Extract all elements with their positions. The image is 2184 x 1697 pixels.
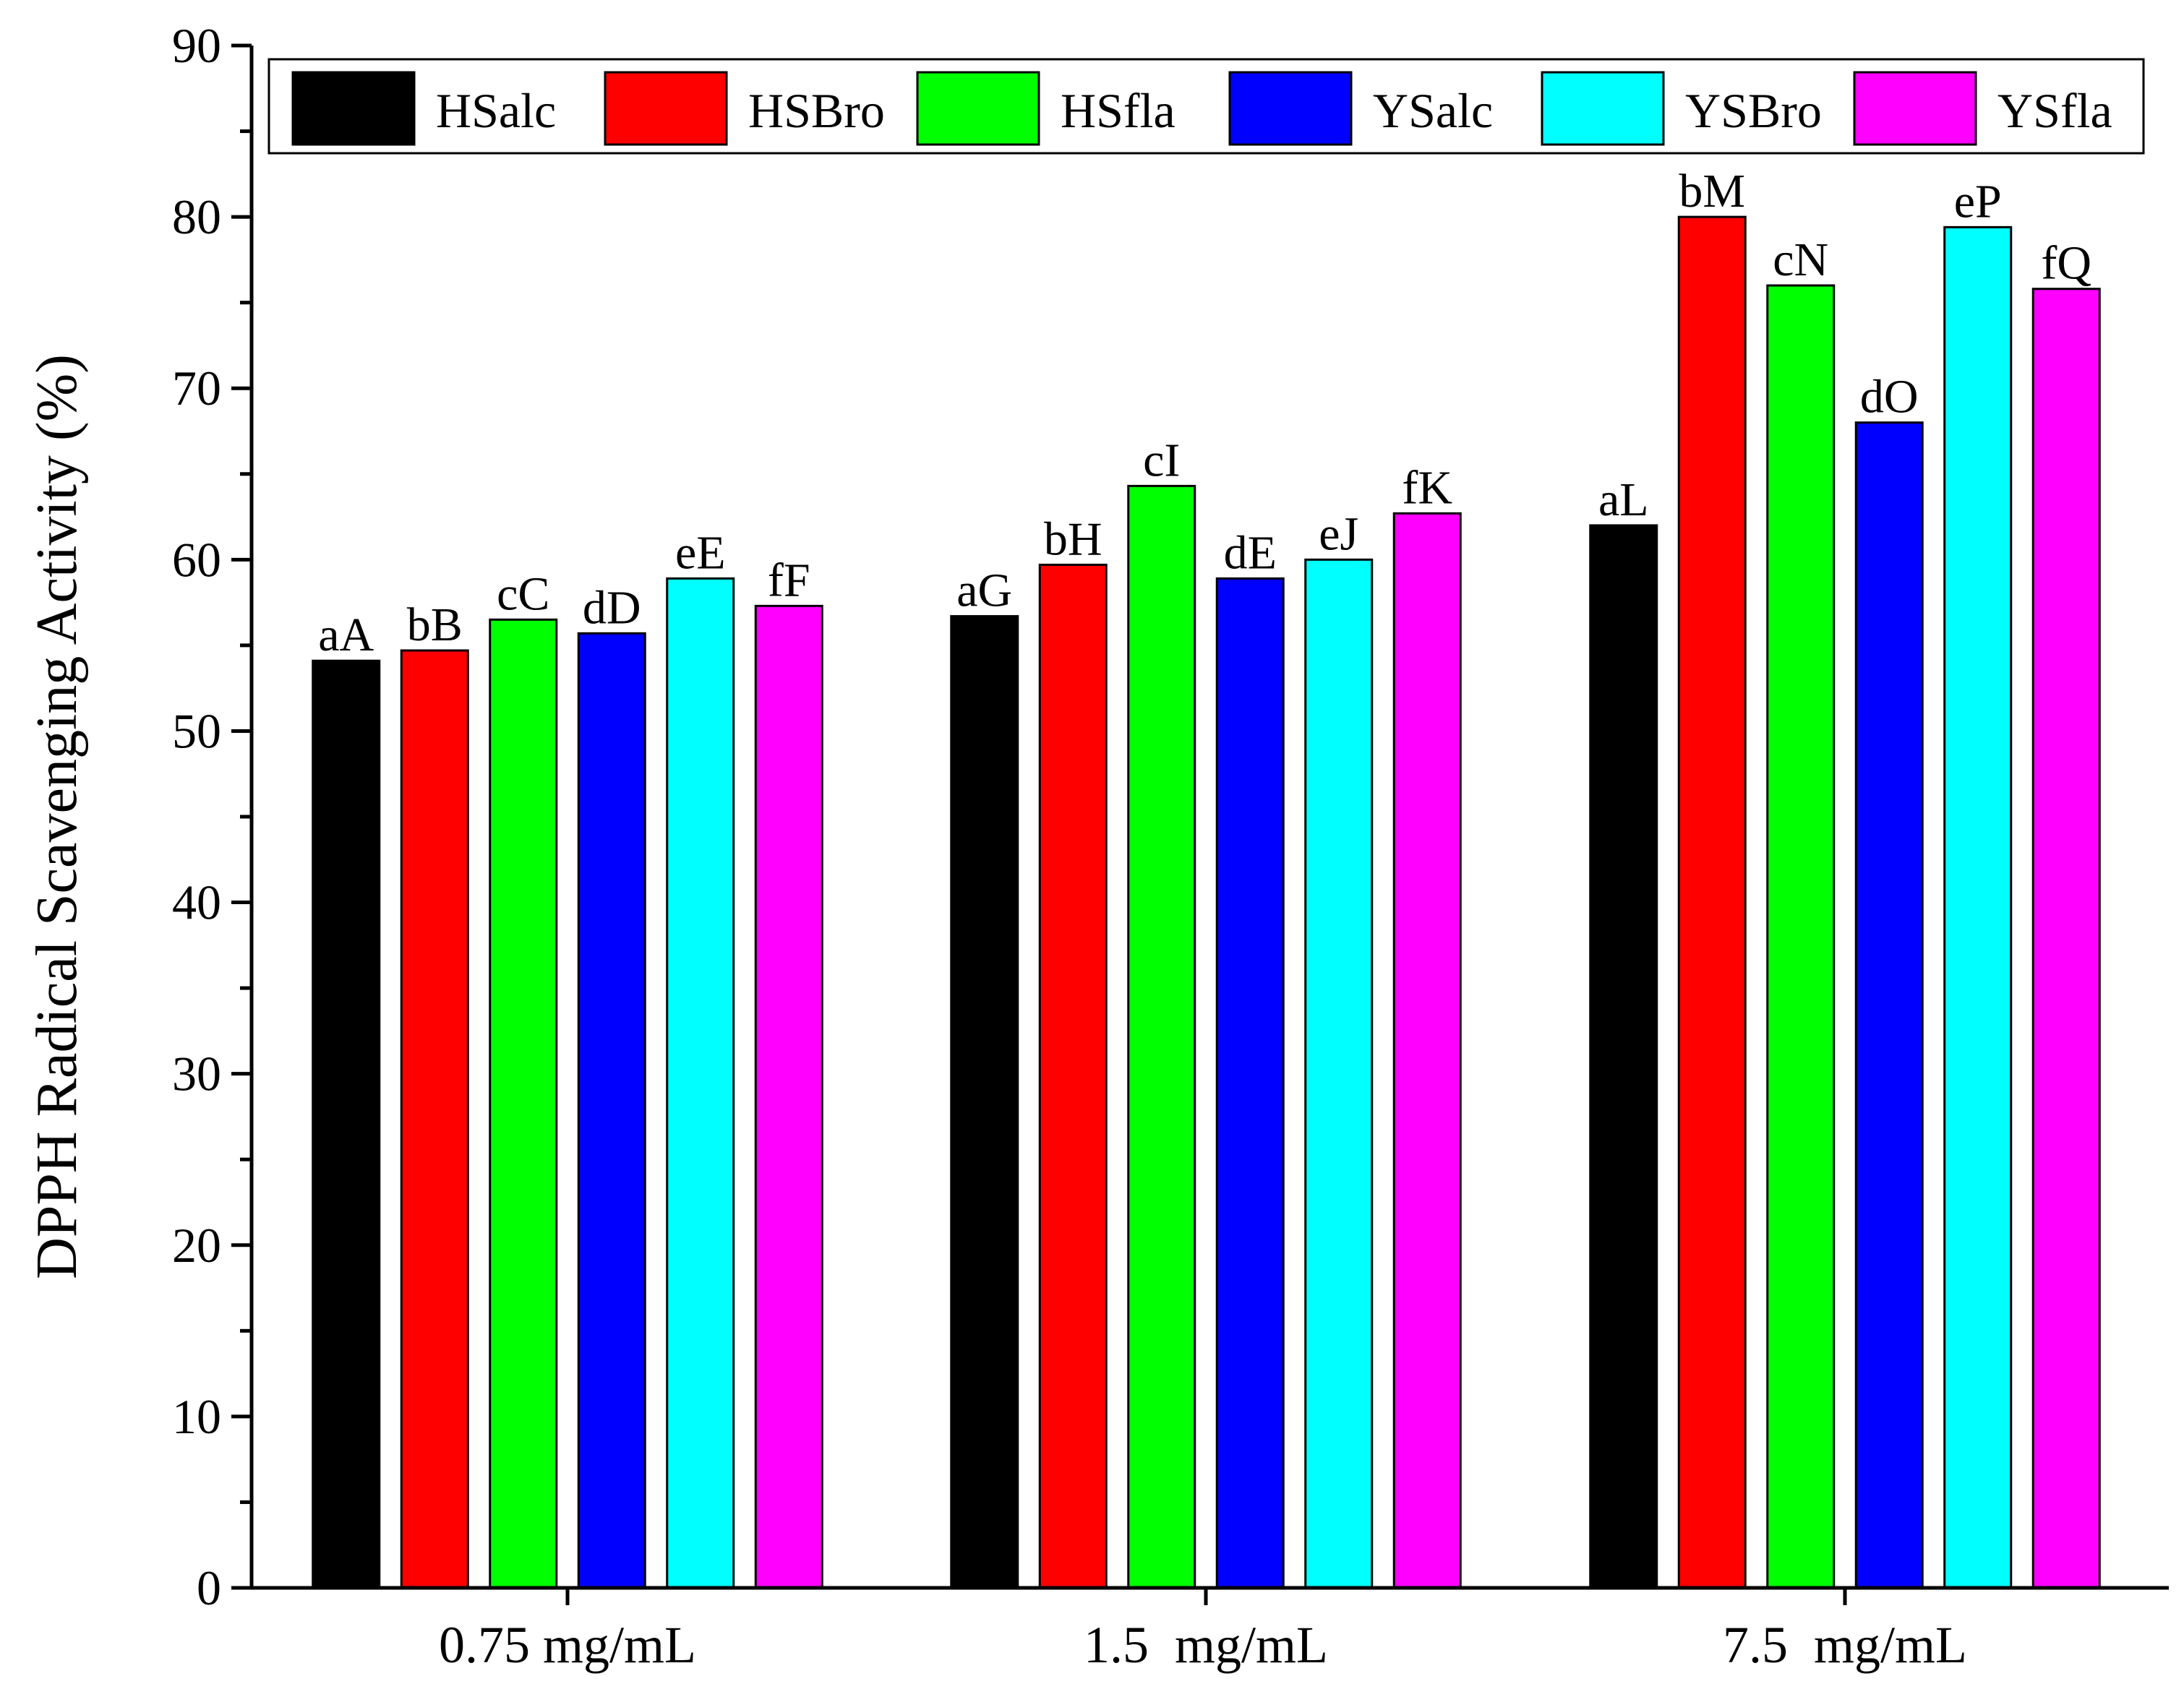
bar-data-label: dO: [1860, 371, 1919, 424]
legend-swatch-ysfla: [1853, 71, 1977, 146]
legend-label: HSfla: [1061, 83, 1175, 138]
bar-hsbro-1: [400, 649, 469, 1589]
legend-swatch-ysbro: [1541, 71, 1665, 146]
legend: HSalc HSBro HSfla YSalc YSBro YSfla: [267, 58, 2145, 155]
x-category-label: 0.75 mg/mL: [439, 1616, 696, 1674]
bar-ysalc-3: [1854, 421, 1924, 1589]
bar-data-label: bM: [1679, 165, 1745, 218]
bar-data-label: bH: [1044, 512, 1102, 565]
y-tick-label: 0: [197, 1560, 221, 1615]
bar-data-label: cC: [497, 567, 549, 620]
y-tick-label: 30: [172, 1047, 221, 1101]
bar-data-label: aA: [318, 609, 374, 661]
bar-hsfla-3: [1766, 284, 1836, 1589]
y-tick-label: 90: [172, 18, 221, 73]
bar-hsfla-2: [1127, 484, 1196, 1589]
legend-swatch-ysalc: [1228, 71, 1353, 146]
bars-layer: [312, 215, 2101, 1589]
legend-label: HSBro: [748, 83, 885, 138]
y-axis-title: DPPH Radical Scavenging Activity (%): [25, 354, 89, 1279]
legend-swatch-hsfla: [916, 71, 1040, 146]
bar-data-label: bB: [407, 598, 463, 651]
bar-data-label: cN: [1773, 233, 1828, 286]
bar-data-label: fK: [1402, 461, 1452, 514]
bar-data-label: cI: [1143, 434, 1180, 486]
bar-hsfla-1: [489, 618, 558, 1589]
bar-data-label: dE: [1224, 526, 1277, 579]
legend-label: YSBro: [1685, 83, 1822, 138]
bar-hsbro-2: [1038, 563, 1108, 1589]
x-category-label: 7.5 mg/mL: [1723, 1616, 1967, 1674]
legend-label: YSalc: [1373, 83, 1493, 138]
x-category-label: 1.5 mg/mL: [1084, 1616, 1328, 1674]
y-tick-label: 60: [172, 532, 221, 587]
bar-ysbro-2: [1304, 558, 1374, 1589]
bar-ysalc-2: [1215, 577, 1285, 1589]
legend-label: HSalc: [436, 83, 556, 138]
bar-ysalc-1: [577, 632, 646, 1589]
y-tick-label: 20: [172, 1218, 221, 1273]
bar-hsalc-3: [1589, 524, 1658, 1589]
bar-ysfla-3: [2031, 288, 2101, 1589]
bar-labels-layer: aA aG aL bB bH bM cC cI cN dD dE dO eE eJ eP fF fK fQ: [318, 165, 2091, 661]
bar-data-label: dD: [583, 581, 641, 634]
bar-data-label: eE: [675, 526, 726, 579]
legend-swatch-hsbro: [604, 71, 728, 146]
bar-data-label: aL: [1598, 473, 1649, 526]
bar-hsbro-3: [1677, 215, 1747, 1589]
bar-ysbro-1: [666, 577, 735, 1589]
axes-layer: 0 10 20 30 40 50 60 70 80 90 0.75 mg/mL 1.5 mg/mL 7.…: [172, 18, 2169, 1674]
bar-ysfla-2: [1392, 512, 1462, 1589]
legend-label: YSfla: [1997, 83, 2112, 138]
bar-data-label: fF: [768, 554, 810, 606]
bar-data-label: aG: [956, 564, 1012, 617]
y-tick-label: 50: [172, 703, 221, 758]
bar-ysbro-3: [1943, 225, 2013, 1589]
bar-data-label: fQ: [2041, 237, 2091, 290]
bar-data-label: eP: [1954, 175, 2002, 228]
bar-ysfla-1: [754, 604, 823, 1589]
bar-hsalc-2: [950, 615, 1019, 1589]
y-tick-label: 10: [172, 1389, 221, 1444]
y-tick-label: 80: [172, 189, 221, 244]
y-tick-label: 70: [172, 361, 221, 416]
legend-box: [267, 58, 2145, 155]
y-tick-label: 40: [172, 875, 221, 930]
bar-data-label: eJ: [1319, 507, 1358, 560]
legend-swatch-hsalc: [291, 71, 416, 146]
bar-hsalc-1: [312, 659, 381, 1589]
